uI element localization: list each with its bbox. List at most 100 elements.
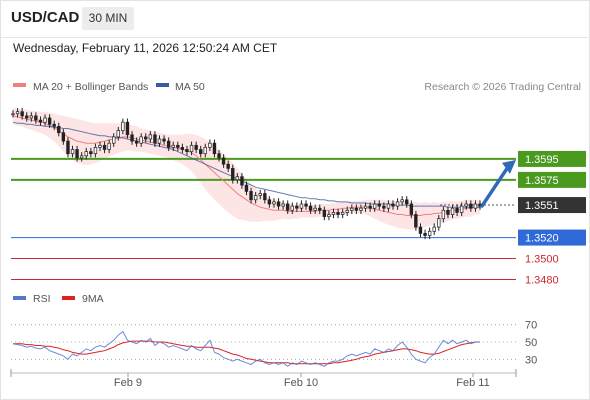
bollinger-band — [13, 107, 480, 230]
candle — [372, 203, 377, 209]
rsi-panel: 70 50 30 — [11, 320, 537, 367]
level-label: 1.3480 — [525, 275, 559, 287]
candle — [221, 157, 226, 165]
candle — [139, 136, 143, 144]
candle — [244, 184, 249, 192]
x-tick-label: Feb 10 — [284, 377, 318, 389]
rsi-tick-label: 30 — [525, 354, 537, 366]
candle — [455, 207, 459, 213]
candle — [34, 115, 38, 121]
candle — [272, 201, 276, 205]
ma50-legend-swatch — [156, 83, 169, 87]
candle — [208, 142, 212, 148]
price-candles — [11, 108, 482, 240]
candle — [38, 119, 43, 123]
candle — [331, 212, 336, 215]
candle — [231, 168, 235, 181]
candle — [285, 203, 290, 211]
price-level-labels: 1.3595 1.3575 1.3551 1.3520 1.3500 1.3480 — [518, 150, 586, 287]
candle — [295, 205, 299, 209]
candle — [382, 205, 386, 209]
candle — [318, 207, 322, 211]
bollinger-band-area — [13, 107, 480, 230]
candle — [153, 134, 157, 144]
candle — [66, 140, 70, 155]
candle — [157, 138, 162, 144]
research-credit: Research © 2026 Trading Central — [424, 81, 581, 93]
ma50-legend-label: MA 50 — [175, 81, 205, 93]
candle — [29, 115, 34, 119]
ma9-legend-label: 9MA — [82, 293, 104, 305]
candle — [299, 203, 304, 209]
forecast-arrow-shaft — [480, 165, 510, 208]
candle — [345, 209, 349, 213]
candle — [194, 144, 198, 150]
candle — [473, 203, 478, 209]
candle — [166, 140, 171, 148]
candle — [377, 203, 381, 207]
candle — [308, 205, 313, 211]
candle — [25, 115, 29, 119]
candle — [304, 203, 308, 207]
rsi-tick-label: 70 — [525, 320, 537, 332]
candle — [423, 233, 427, 236]
candle — [409, 203, 414, 215]
candle — [171, 144, 175, 148]
candle — [125, 121, 130, 136]
candle — [203, 147, 207, 155]
candle — [340, 212, 345, 215]
candle — [20, 111, 24, 117]
chart-header: USD/CAD 30 MIN — [0, 0, 590, 38]
candle — [437, 218, 441, 228]
candle — [290, 205, 294, 211]
candle — [61, 132, 66, 142]
candle — [427, 230, 432, 236]
candle — [199, 149, 203, 155]
candle — [116, 130, 120, 138]
candle — [359, 207, 363, 211]
price-levels — [11, 157, 516, 281]
candle — [180, 147, 185, 150]
candle — [327, 214, 331, 217]
candle — [57, 126, 61, 134]
candle — [240, 176, 244, 186]
candle — [130, 134, 134, 142]
candle — [79, 155, 84, 159]
candle — [350, 207, 354, 211]
candle — [112, 136, 116, 144]
candle — [121, 121, 125, 131]
rsi-legend-label: RSI — [33, 293, 51, 305]
level-label-bg — [518, 229, 586, 246]
candle — [469, 203, 473, 209]
level-label: 1.3595 — [525, 154, 559, 166]
forecast-arrow — [480, 159, 516, 208]
timeframe-badge[interactable]: 30 MIN — [82, 7, 134, 30]
candle — [432, 226, 436, 232]
candle — [391, 203, 395, 207]
candle — [226, 163, 230, 169]
ma20-legend-swatch — [13, 83, 26, 87]
candle — [47, 117, 52, 125]
ma9-line — [13, 340, 480, 365]
level-label-bg — [518, 171, 586, 188]
candle — [313, 207, 317, 211]
rsi-legend-swatch — [13, 296, 26, 300]
candle — [93, 147, 98, 155]
candle — [185, 149, 189, 152]
candle — [75, 149, 79, 159]
candle — [276, 201, 281, 207]
level-label: 1.3575 — [525, 175, 559, 187]
candle — [11, 113, 15, 116]
candle — [176, 144, 180, 148]
candle — [418, 226, 423, 234]
candle — [363, 205, 368, 209]
candle — [107, 142, 111, 150]
candle — [281, 203, 285, 207]
candle — [414, 214, 418, 228]
candle — [405, 199, 409, 205]
candle — [400, 199, 404, 203]
candle — [15, 111, 20, 115]
candle — [459, 205, 464, 213]
candle — [322, 209, 327, 217]
x-tick-label: Feb 9 — [114, 377, 142, 389]
